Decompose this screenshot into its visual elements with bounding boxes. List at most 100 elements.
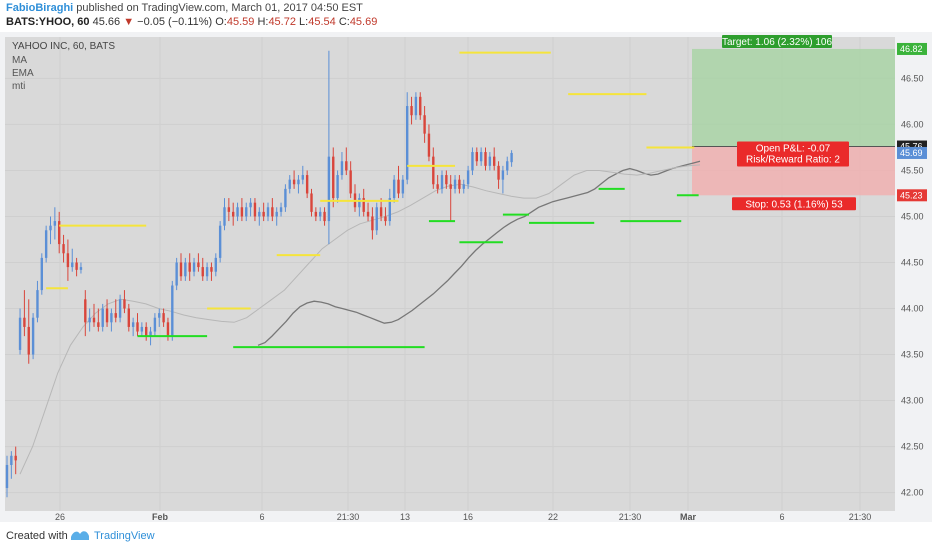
target-zone (692, 48, 895, 147)
candle-body (497, 165, 500, 180)
candle-body (197, 262, 200, 268)
candle-body (314, 211, 318, 217)
candle-body (44, 230, 48, 258)
time-tick-label: 6 (259, 512, 264, 522)
legend-ma[interactable]: MA (12, 55, 27, 66)
candle-body (84, 299, 87, 323)
legend-mti[interactable]: mti (12, 81, 25, 92)
quote-line: BATS:YHOO, 60 45.66 ▼ −0.05 (−0.11%) O:4… (6, 16, 377, 28)
candle-body (240, 207, 244, 217)
ma-line (257, 160, 701, 346)
price-tick-label: 45.50 (901, 165, 924, 175)
price-marker-label: 45.76 (900, 142, 923, 152)
price-marker-label: 46.82 (900, 44, 923, 54)
candle-body (110, 313, 113, 323)
price-tick-label: 46.00 (901, 119, 924, 129)
tradingview-link[interactable]: TradingView (94, 530, 155, 542)
stop-label-box (732, 197, 856, 211)
candle-body (27, 326, 30, 355)
level-lines (46, 51, 699, 349)
candle-body (192, 262, 196, 272)
candle-body (262, 211, 265, 217)
position-zones (692, 48, 895, 196)
indicator-lines (19, 160, 701, 475)
candle-body (423, 115, 426, 134)
tradingview-logo-icon[interactable] (70, 528, 90, 547)
candle-body (171, 285, 174, 337)
price-change: −0.05 (−0.11%) (137, 16, 213, 28)
time-tick-label: 22 (548, 512, 558, 522)
candle-body (36, 290, 39, 318)
candle-body (23, 317, 26, 327)
candle-body (310, 193, 313, 212)
candle-body (97, 322, 100, 327)
candle-body (462, 184, 465, 189)
time-tick-label: 13 (400, 512, 410, 522)
change-down-icon: ▼ (123, 16, 135, 28)
price-tick-label: 42.50 (901, 442, 924, 452)
high-label: H: (257, 16, 269, 28)
candle-body (118, 299, 122, 318)
candle-body (475, 152, 478, 162)
candle-body (349, 170, 352, 194)
candle-body (253, 202, 257, 217)
target-label-box (722, 34, 832, 48)
publish-info: FabioBiraghi published on TradingView.co… (6, 2, 363, 14)
legend-ema[interactable]: EMA (12, 68, 34, 79)
price-tick-label: 44.50 (901, 257, 924, 267)
candle-body (62, 244, 65, 254)
time-axis[interactable]: 26 Feb 6 21:30 13 16 22 21:30 Mar 6 21:30 (5, 512, 895, 522)
candle-body (453, 179, 457, 189)
candle-body (275, 211, 278, 217)
candle-body (379, 207, 383, 217)
candle-body (71, 262, 74, 268)
time-tick-label: 21:30 (337, 512, 360, 522)
candle-body (305, 175, 309, 194)
candle-body (371, 216, 374, 231)
chart-header: FabioBiraghi published on TradingView.co… (0, 0, 932, 32)
price-tick-label: 42.00 (901, 488, 924, 498)
author-link[interactable]: FabioBiraghi (6, 2, 74, 14)
candle-body (184, 262, 187, 277)
candle-body (288, 179, 291, 189)
candle-body (236, 207, 239, 217)
price-marker (897, 189, 927, 202)
candle-body (227, 207, 231, 212)
candle-body (53, 221, 57, 226)
candle-body (279, 207, 283, 212)
candle-body (179, 262, 183, 277)
candle-body (205, 267, 209, 277)
candle-body (223, 207, 226, 226)
candle-body (18, 317, 22, 350)
candle-body (131, 322, 135, 327)
low-label: L: (299, 16, 309, 28)
price-chart[interactable]: Target: 1.06 (2.32%) 106 Open P&L: -0.07R… (0, 32, 932, 522)
candle-body (218, 225, 222, 258)
candle-body (140, 326, 144, 332)
candle-body (479, 152, 483, 162)
time-tick-label: 26 (55, 512, 65, 522)
chart-footer: Created with TradingView (0, 522, 932, 550)
candle-body (323, 211, 326, 222)
candle-body (40, 257, 43, 291)
candle-body (58, 221, 61, 245)
time-axis-bg (5, 512, 895, 522)
candle-body (414, 96, 418, 116)
price-marker (897, 146, 927, 159)
price-axis[interactable]: 42.00 42.50 43.00 43.50 44.00 44.50 45.00 45.50… (897, 37, 927, 511)
last-price: 45.66 (92, 16, 121, 28)
candle-body (175, 262, 178, 286)
ema-line (19, 164, 701, 475)
candle-body (297, 179, 300, 185)
candle-body (136, 322, 139, 332)
candle-body (271, 207, 274, 217)
candle-body (345, 161, 348, 171)
price-marker (897, 42, 927, 55)
candle-body (410, 106, 413, 116)
candle-body (493, 156, 496, 166)
candle-body (506, 161, 509, 171)
candle-body (375, 207, 378, 231)
candle-body (432, 156, 435, 185)
open-label: O: (215, 16, 227, 28)
time-tick-label: Mar (680, 512, 697, 522)
